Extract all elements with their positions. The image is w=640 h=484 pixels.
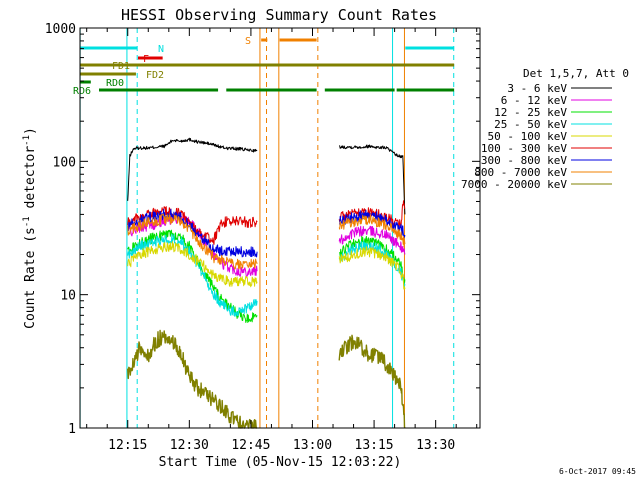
legend-label-4: 50 - 100 keV [488,130,568,143]
y-axis-label: Count Rate (s-1 detector-1) [22,127,38,329]
legend-label-2: 12 - 25 keV [494,106,567,119]
x-tick-label-3: 13:00 [293,438,332,453]
series-line-1-seg-1 [338,225,406,255]
legend-label-7: 800 - 7000 keV [474,166,567,179]
y-tick-label-3: 1000 [45,22,76,37]
x-axis-ticks: 12:15 12:30 12:45 13:00 13:15 13:30 [86,28,478,453]
x-tick-label-0: 12:15 [108,438,147,453]
flag-label-fd1: FD1 [112,61,130,72]
flag-label-rd6: RD6 [73,86,91,97]
legend-label-0: 3 - 6 keV [507,82,567,95]
y-tick-label-2: 100 [53,155,76,170]
x-tick-label-5: 13:30 [416,438,455,453]
footer-timestamp: 6-Oct-2017 09:45 [559,467,636,476]
series-line-6-seg-0 [127,208,258,258]
y-tick-label-0: 1 [68,422,76,437]
flag-bars: N S F FD1 FD2 RD0 RD6 [73,36,455,97]
series-line-0-seg-0 [127,137,258,201]
x-tick-label-1: 12:30 [170,438,209,453]
legend-label-3: 25 - 50 keV [494,118,567,131]
flag-label-n: N [158,44,164,55]
legend-header: Det 1,5,7, Att 0 [523,67,629,80]
event-lines [79,28,455,428]
legend-label-5: 100 - 300 keV [481,142,567,155]
plot-frame [79,27,481,429]
flag-label-s: S [245,36,251,47]
series-line-4-seg-0 [127,241,258,288]
series-line-0-seg-1 [339,144,406,215]
series-line-2-seg-1 [339,235,406,284]
legend-label-1: 6 - 12 keV [501,94,568,107]
series-line-7-seg-0 [127,213,258,270]
series-line-8-seg-1 [338,334,406,429]
flag-label-rd0: RD0 [106,78,124,89]
series-line-7-seg-1 [338,214,406,248]
flag-label-f: F [143,54,149,65]
x-tick-label-2: 12:45 [231,438,270,453]
y-tick-label-1: 10 [60,289,76,304]
x-axis-label: Start Time (05-Nov-15 12:03:22) [159,455,402,470]
y-axis-ticks: 1 10 100 1000 [45,22,480,437]
series-line-8-seg-0 [127,329,258,429]
series-group [127,137,406,429]
legend-label-6: 300 - 800 keV [481,154,567,167]
series-line-4-seg-1 [338,246,406,290]
legend-label-8: 7000 - 20000 keV [461,178,567,191]
x-tick-label-4: 13:15 [355,438,394,453]
flag-label-fd2: FD2 [146,70,164,81]
chart-title: HESSI Observing Summary Count Rates [121,6,437,24]
series-line-6-seg-1 [338,209,406,238]
